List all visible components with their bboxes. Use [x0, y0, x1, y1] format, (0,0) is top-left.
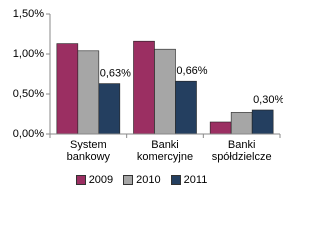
legend-label: 2010 — [136, 174, 161, 186]
plot-area: 0,00% 0,50% 1,00% 1,50% 0,63% 0,66% 0,30% — [13, 8, 283, 140]
x-tick-label: Banki komercyjne — [136, 139, 194, 163]
legend: 2009 2010 2011 — [0, 174, 283, 186]
bar — [230, 112, 253, 135]
x-tick-label: Banki spółdzielcze — [211, 139, 272, 163]
legend-item: 2010 — [123, 174, 161, 186]
legend-label: 2011 — [183, 174, 208, 186]
legend-swatch — [170, 175, 181, 185]
data-label: 0,66% — [176, 65, 207, 77]
y-tick-label: 0,00% — [13, 128, 44, 140]
chart: 0,00% 0,50% 1,00% 1,50% 0,63% 0,66% 0,30% 2009… — [0, 8, 283, 186]
legend-swatch — [75, 175, 86, 185]
bar — [98, 83, 121, 135]
bar — [209, 121, 232, 135]
legend-swatch — [123, 175, 134, 185]
bar — [133, 40, 155, 135]
y-tick-label: 1,50% — [13, 8, 44, 20]
bar — [154, 48, 176, 135]
bar — [175, 80, 197, 135]
legend-item: 2011 — [170, 174, 208, 186]
data-label: 0,63% — [100, 68, 131, 80]
x-tick-label: System bankowy — [66, 139, 111, 163]
y-tick-label: 1,00% — [13, 48, 44, 60]
bar — [251, 109, 274, 135]
data-label: 0,30% — [253, 94, 283, 106]
legend-item: 2009 — [75, 174, 114, 186]
y-tick-label: 0,50% — [13, 88, 44, 100]
bar — [77, 50, 100, 135]
legend-label: 2009 — [88, 174, 114, 186]
bar — [56, 43, 79, 135]
